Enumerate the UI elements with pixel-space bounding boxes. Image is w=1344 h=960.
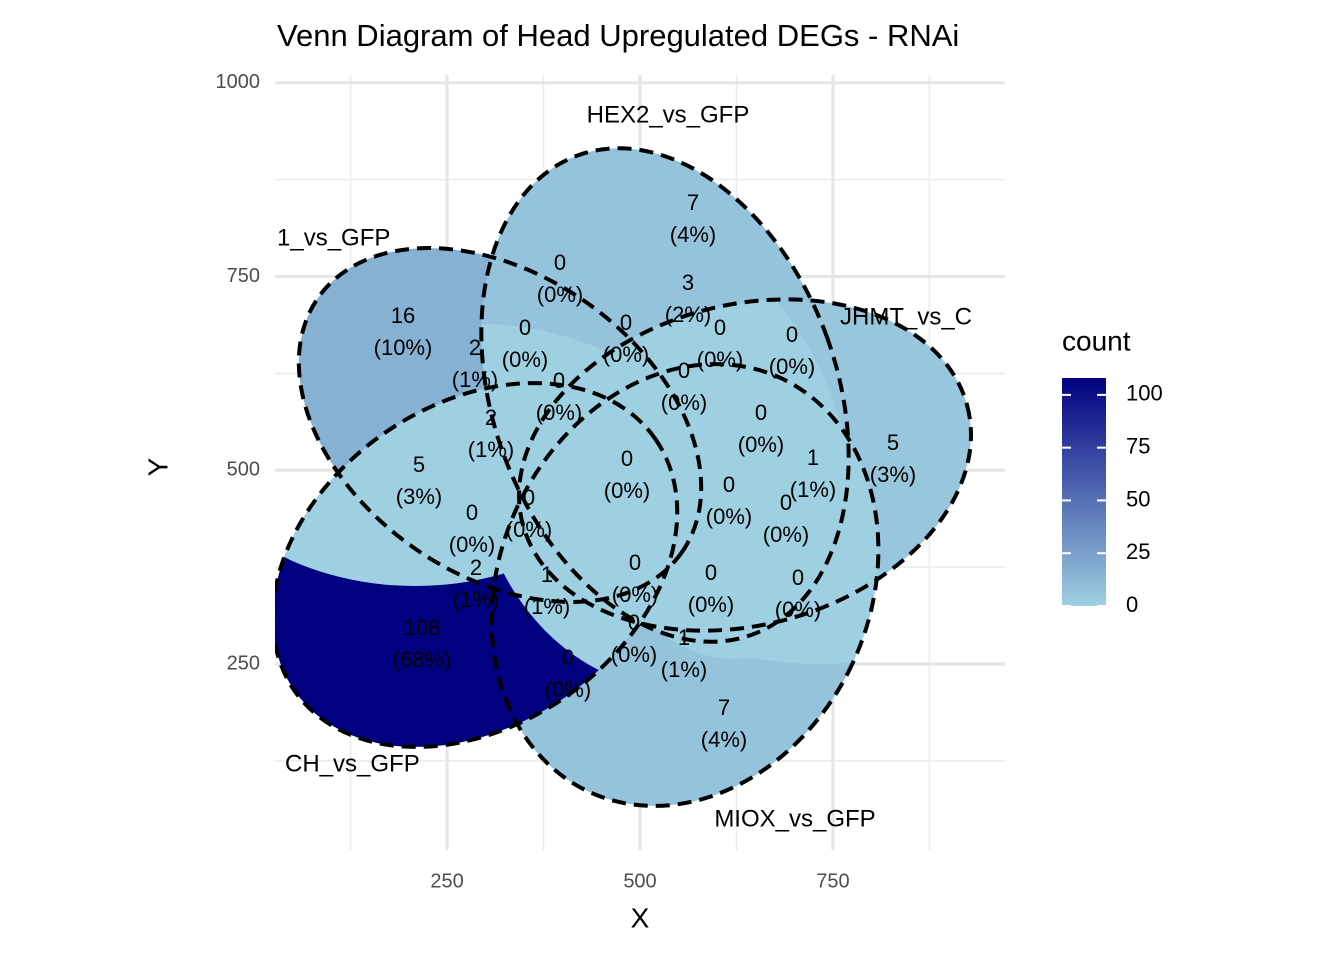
colorbar bbox=[1062, 378, 1106, 606]
region-count: 3 bbox=[682, 270, 694, 295]
region-count: 2 bbox=[469, 335, 481, 360]
region-percent: (4%) bbox=[701, 727, 747, 752]
region-percent: (0%) bbox=[738, 432, 784, 457]
region-percent: (0%) bbox=[706, 504, 752, 529]
region-count: 7 bbox=[687, 190, 699, 215]
y-tick-label: 500 bbox=[227, 459, 260, 481]
chart-title: Venn Diagram of Head Upregulated DEGs - … bbox=[277, 18, 959, 53]
region-count: 0 bbox=[621, 446, 633, 471]
region-percent: (0%) bbox=[545, 677, 591, 702]
region-percent: (1%) bbox=[790, 477, 836, 502]
y-tick-label: 750 bbox=[227, 265, 260, 287]
region-count: 1 bbox=[807, 445, 819, 470]
region-count: 0 bbox=[629, 550, 641, 575]
region-percent: (0%) bbox=[612, 582, 658, 607]
region-percent: (1%) bbox=[524, 594, 570, 619]
region-percent: (0%) bbox=[775, 597, 821, 622]
region-percent: (0%) bbox=[603, 342, 649, 367]
region-percent: (3%) bbox=[396, 484, 442, 509]
region-count: 0 bbox=[553, 368, 565, 393]
region-count: 0 bbox=[562, 645, 574, 670]
set-outline bbox=[275, 381, 680, 749]
region-count: 0 bbox=[780, 490, 792, 515]
region-count: 0 bbox=[723, 472, 735, 497]
region-percent: (1%) bbox=[453, 587, 499, 612]
set-outline bbox=[517, 297, 973, 633]
set-outline bbox=[479, 146, 851, 644]
legend-tick-label: 50 bbox=[1126, 486, 1150, 511]
legend-tick-label: 75 bbox=[1126, 433, 1150, 458]
region-count: 1 bbox=[541, 562, 553, 587]
region-count: 0 bbox=[523, 485, 535, 510]
region-percent: (0%) bbox=[449, 532, 495, 557]
region-percent: (0%) bbox=[604, 478, 650, 503]
legend-title: count bbox=[1062, 325, 1131, 356]
region-count: 0 bbox=[714, 315, 726, 340]
region-count: 0 bbox=[628, 610, 640, 635]
region-count: 0 bbox=[620, 310, 632, 335]
region-count: 0 bbox=[755, 400, 767, 425]
region-percent: (0%) bbox=[763, 522, 809, 547]
y-tick-label: 250 bbox=[227, 652, 260, 674]
region-percent: (0%) bbox=[502, 347, 548, 372]
y-axis-title: Y bbox=[142, 457, 173, 476]
legend-tick-label: 0 bbox=[1126, 592, 1138, 617]
x-tick-label: 500 bbox=[623, 870, 656, 892]
y-tick-label: 1000 bbox=[216, 71, 261, 93]
region-count: 0 bbox=[519, 315, 531, 340]
legend-tick-label: 25 bbox=[1126, 539, 1150, 564]
set-label: JHMT_vs_C bbox=[840, 303, 972, 330]
x-axis-title: X bbox=[631, 902, 650, 933]
region-percent: (0%) bbox=[611, 642, 657, 667]
x-tick-label: 250 bbox=[430, 870, 463, 892]
region-count: 16 bbox=[391, 303, 415, 328]
region-count: 0 bbox=[786, 322, 798, 347]
region-count: 2 bbox=[485, 405, 497, 430]
region-percent: (2%) bbox=[665, 302, 711, 327]
region-percent: (1%) bbox=[661, 657, 707, 682]
region-count: 0 bbox=[792, 565, 804, 590]
set-label: CH_vs_GFP bbox=[285, 750, 420, 777]
venn: 16(10%)7(4%)5(3%)7(4%)108(68%)0(0%) 3(2%)… bbox=[275, 101, 973, 832]
region-percent: (0%) bbox=[697, 347, 743, 372]
region-percent: (1%) bbox=[452, 367, 498, 392]
region-percent: (0%) bbox=[536, 400, 582, 425]
set-outline bbox=[296, 246, 704, 604]
region-percent: (0%) bbox=[661, 390, 707, 415]
set-label: 1_vs_GFP bbox=[277, 224, 390, 251]
region-percent: (0%) bbox=[537, 282, 583, 307]
region-count: 0 bbox=[466, 500, 478, 525]
legend-tick-label: 100 bbox=[1126, 381, 1163, 406]
region-percent: (68%) bbox=[393, 647, 452, 672]
region-percent: (0%) bbox=[769, 354, 815, 379]
region-percent: (0%) bbox=[688, 592, 734, 617]
region-count: 1 bbox=[678, 625, 690, 650]
x-tick-label: 750 bbox=[816, 870, 849, 892]
region-percent: (4%) bbox=[670, 222, 716, 247]
set-label: HEX2_vs_GFP bbox=[587, 101, 750, 128]
region-percent: (3%) bbox=[870, 462, 916, 487]
set-label: MIOX_vs_GFP bbox=[714, 805, 875, 832]
region-count: 0 bbox=[705, 560, 717, 585]
region-percent: (10%) bbox=[374, 335, 433, 360]
region-count: 0 bbox=[678, 358, 690, 383]
region-count: 7 bbox=[718, 695, 730, 720]
region-count: 5 bbox=[413, 452, 425, 477]
region-count: 108 bbox=[404, 615, 441, 640]
region-count: 2 bbox=[470, 555, 482, 580]
set-outline bbox=[489, 362, 881, 808]
region-count: 5 bbox=[887, 430, 899, 455]
region-percent: (1%) bbox=[468, 437, 514, 462]
region-percent: (0%) bbox=[506, 517, 552, 542]
region-count: 0 bbox=[554, 250, 566, 275]
